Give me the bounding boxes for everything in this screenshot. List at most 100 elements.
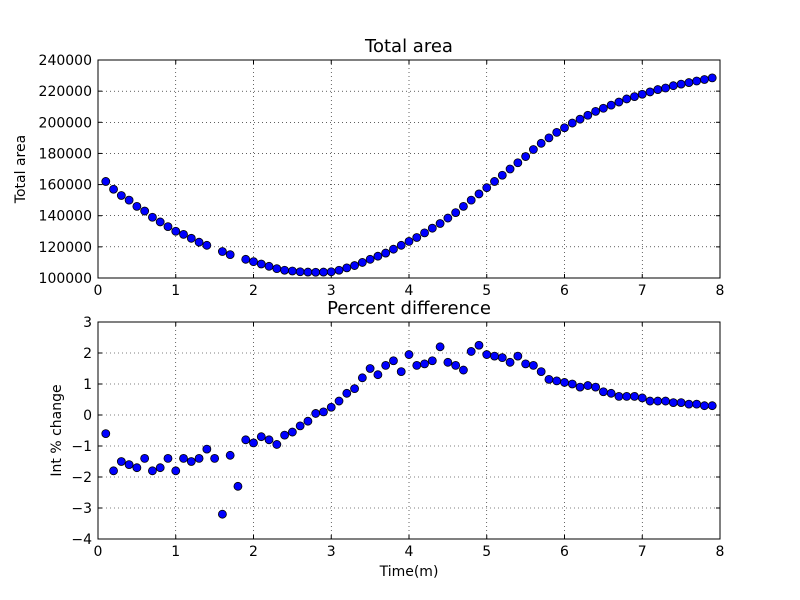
chart-title: Percent difference [327, 298, 491, 319]
point [124, 460, 134, 470]
point [132, 463, 142, 473]
point [256, 432, 266, 442]
point [676, 398, 686, 408]
y-tick-label: −4 [71, 532, 92, 548]
point [606, 100, 616, 110]
point [521, 359, 531, 369]
point [264, 435, 274, 445]
point [155, 217, 165, 227]
point [350, 384, 359, 394]
point [101, 429, 111, 439]
y-tick-label: 120000 [39, 240, 92, 256]
point [287, 427, 297, 437]
point [334, 396, 344, 406]
point [630, 92, 639, 101]
point [140, 453, 150, 463]
point [692, 399, 702, 409]
y-tick-label: 100000 [39, 271, 92, 287]
point [598, 103, 608, 113]
x-tick-label: 3 [327, 544, 336, 560]
point [295, 267, 305, 277]
x-tick-label: 5 [482, 283, 491, 299]
point [466, 195, 476, 205]
point [186, 457, 196, 466]
point [272, 264, 282, 274]
y-tick-label: −1 [71, 439, 92, 455]
point [373, 370, 383, 380]
point [264, 261, 274, 271]
y-tick-label: 240000 [39, 53, 92, 69]
point [497, 170, 507, 180]
point [217, 509, 227, 519]
point [692, 76, 702, 86]
point [365, 254, 375, 264]
point [427, 356, 437, 366]
point [116, 191, 126, 200]
chart-title: Total area [364, 36, 453, 57]
point [583, 381, 593, 390]
point [171, 466, 181, 476]
point [560, 123, 569, 133]
point [357, 373, 367, 383]
point [132, 201, 142, 211]
point [350, 261, 359, 270]
point [598, 387, 608, 397]
point [529, 145, 538, 154]
point [459, 365, 468, 375]
point [148, 212, 157, 222]
point [490, 177, 499, 186]
point [389, 356, 398, 366]
point [420, 228, 429, 238]
point [451, 208, 461, 218]
y-axis-label: Total area [13, 135, 29, 204]
point [606, 388, 616, 398]
point [225, 250, 235, 260]
y-tick-label: 200000 [39, 115, 92, 131]
point [163, 453, 173, 463]
point [466, 347, 476, 356]
point [700, 401, 709, 411]
y-tick-label: 140000 [39, 209, 92, 225]
point [373, 251, 383, 261]
point [474, 189, 484, 199]
point [435, 219, 445, 228]
point [241, 254, 251, 264]
point [653, 85, 663, 94]
point [591, 106, 600, 116]
point [148, 466, 157, 476]
point [560, 378, 569, 387]
x-tick-label: 0 [94, 544, 103, 560]
point [389, 244, 398, 254]
point [427, 223, 437, 233]
point [575, 114, 585, 124]
y-tick-label: 0 [83, 408, 92, 424]
x-tick-label: 7 [638, 283, 647, 299]
y-tick-label: 3 [83, 315, 92, 331]
point [396, 367, 406, 377]
x-tick-label: 2 [249, 544, 258, 560]
point [451, 360, 461, 370]
point [583, 110, 593, 120]
point [676, 79, 686, 89]
point [303, 267, 313, 277]
point [630, 391, 639, 401]
point [171, 226, 181, 236]
point [319, 407, 328, 417]
point [575, 382, 585, 392]
point [637, 393, 647, 403]
point [707, 401, 717, 411]
point [194, 237, 204, 247]
x-tick-label: 4 [405, 283, 414, 299]
point [645, 87, 655, 97]
x-tick-label: 8 [716, 283, 725, 299]
point [124, 195, 134, 205]
point [241, 435, 251, 445]
point [179, 229, 188, 239]
point [326, 267, 336, 277]
x-tick-label: 0 [94, 283, 103, 299]
point [567, 379, 577, 389]
point [210, 453, 220, 463]
y-tick-label: 1 [83, 377, 92, 393]
x-tick-label: 1 [171, 544, 180, 560]
point [552, 128, 562, 137]
